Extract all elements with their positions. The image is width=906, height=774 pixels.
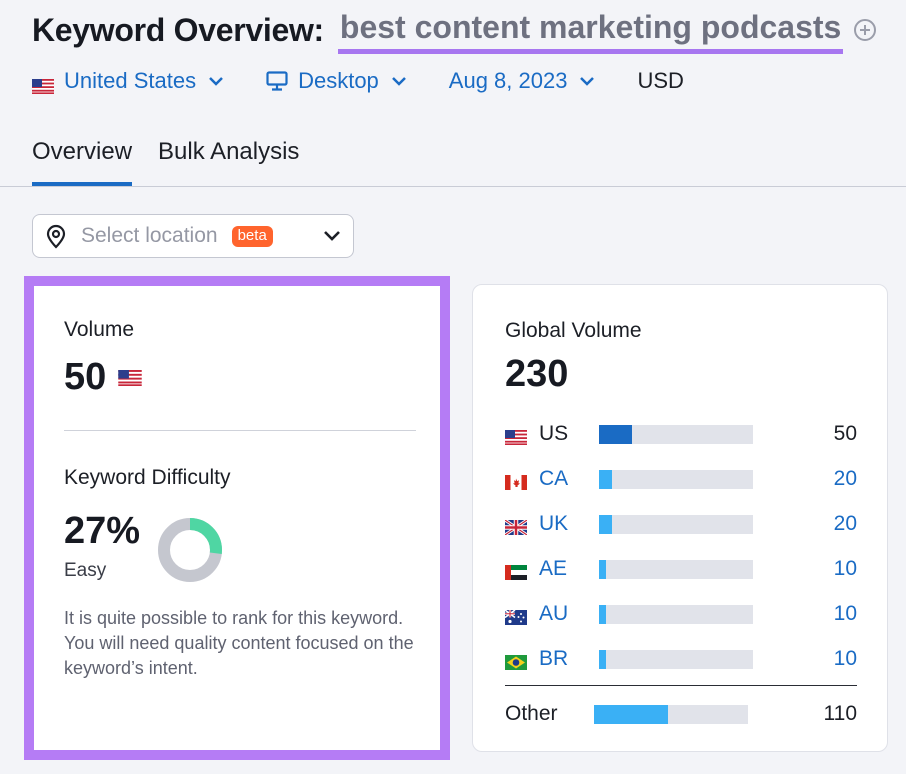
country-code[interactable]: BR [539,647,569,670]
volume-value: 50 [64,356,143,399]
filters-bar: United States Desktop Aug 8, 2023 USD [32,64,684,98]
chevron-down-icon [208,76,224,86]
country-code[interactable]: CA [539,467,569,490]
volume-bar [599,649,753,669]
tab-bulk-analysis[interactable]: Bulk Analysis [158,138,300,165]
country-filter-label: United States [64,68,197,93]
desktop-icon [266,71,288,91]
volume-bar-fill [599,649,606,669]
country-row-au: AU 10 [504,599,857,629]
country-volume[interactable]: 20 [833,467,857,490]
device-filter[interactable]: Desktop [266,68,407,94]
chevron-down-icon [391,76,407,86]
volume-bar-fill [599,559,606,579]
us-flag-icon [118,369,143,386]
country-code[interactable]: AE [539,557,568,580]
volume-bar-fill [599,514,613,534]
br-flag-icon [505,652,527,670]
tab-bar: Overview Bulk Analysis [32,130,299,186]
us-flag-icon [505,427,527,445]
ca-flag-icon [505,472,527,490]
volume-bar [599,604,753,624]
keyword-difficulty-level: Easy [64,560,107,581]
global-volume-value: 230 [505,353,569,395]
beta-badge: beta [231,225,273,247]
country-volume[interactable]: 10 [833,557,857,580]
date-filter[interactable]: Aug 8, 2023 [449,68,596,94]
country-code: US [539,422,569,445]
volume-bar [599,559,753,579]
volume-number: 50 [64,356,107,398]
page-title: Keyword Overview: best content marketing… [32,7,877,54]
page-title-label: Keyword Overview: [32,11,324,48]
country-volume[interactable]: 20 [833,512,857,535]
date-filter-label: Aug 8, 2023 [448,68,568,93]
device-filter-label: Desktop [298,68,379,93]
volume-bar [599,469,753,489]
country-row-uk: UK 20 [504,509,857,539]
location-placeholder: Select location [81,224,218,247]
country-volume[interactable]: 10 [833,602,857,625]
donut-fill [158,518,222,582]
country-row-us: US 50 [505,419,857,449]
volume-bar-fill [599,469,613,489]
volume-card: Volume 50 Keyword Difficulty 27% Easy It… [24,276,450,760]
location-pin-icon [45,223,67,249]
volume-bar-fill [599,604,606,624]
volume-label: Volume [64,318,135,341]
chevron-down-icon [323,230,341,242]
tab-overview[interactable]: Overview [32,130,133,186]
country-volume[interactable]: 10 [833,647,857,670]
au-flag-icon [504,607,527,625]
country-row-br: BR 10 [505,644,857,674]
country-row-other: Other 110 [505,699,857,729]
currency-label: USD [637,68,684,93]
card-divider [64,430,416,431]
country-code[interactable]: UK [539,512,569,535]
ae-flag-icon [505,562,527,580]
volume-bar-fill [594,704,668,724]
uk-flag-icon [504,517,528,536]
volume-bar [599,514,753,534]
keyword-difficulty-label: Keyword Difficulty [64,466,231,489]
country-row-ae: AE 10 [505,554,857,584]
volume-bar [599,424,753,444]
other-divider [505,685,857,686]
add-circle-icon[interactable] [853,18,877,42]
keyword-difficulty-value: 27% [64,510,141,552]
global-volume-card: Global Volume 230 US 50 CA 20 UK 20 AE 10 AU 10 BR… [472,284,888,752]
volume-bar-fill [599,424,633,444]
global-volume-label: Global Volume [505,319,642,342]
volume-bar [594,704,748,724]
country-filter[interactable]: United States [32,68,224,94]
location-select[interactable]: Select location beta [32,214,354,258]
country-code: Other [505,702,558,725]
tabs-divider [0,186,906,187]
country-volume: 110 [823,702,857,725]
chevron-down-icon [579,76,595,86]
country-volume: 50 [833,422,857,445]
us-flag-icon [32,74,54,94]
country-code[interactable]: AU [539,602,569,625]
keyword-text: best content marketing podcasts [337,7,844,54]
country-row-ca: CA 20 [505,464,857,494]
keyword-difficulty-note: It is quite possible to rank for this ke… [64,608,414,678]
difficulty-donut-chart [158,518,222,582]
